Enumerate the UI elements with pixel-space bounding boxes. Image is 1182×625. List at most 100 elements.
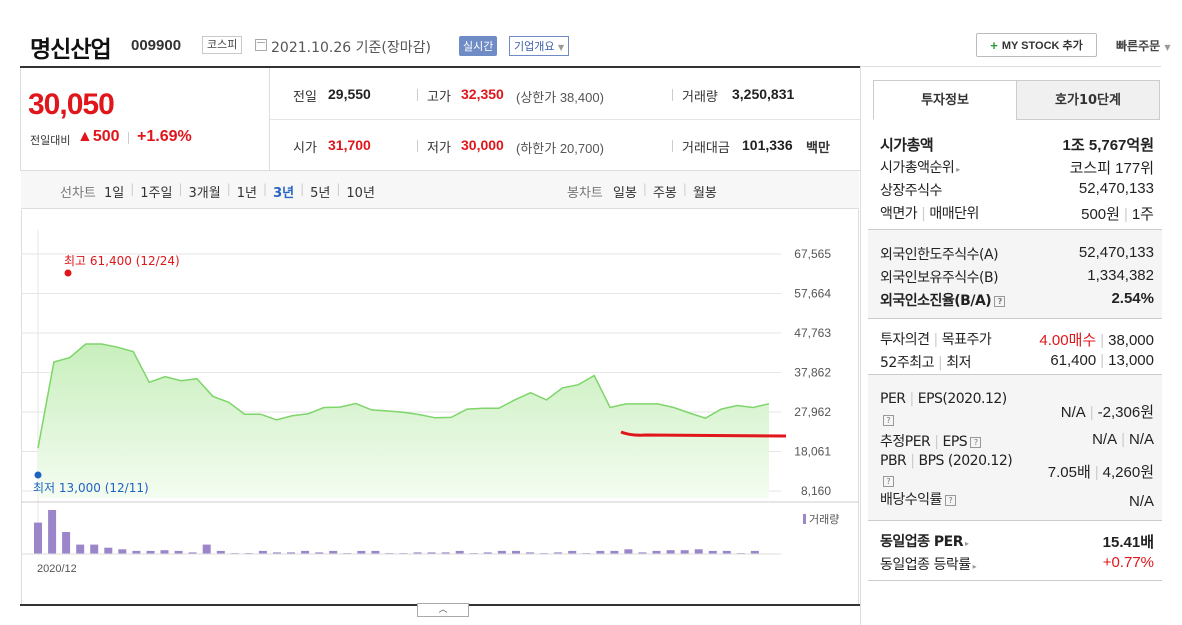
divider: | <box>226 182 231 196</box>
volume-bar <box>301 550 310 554</box>
divider: | <box>642 182 647 196</box>
price-line <box>37 343 770 449</box>
volume-bar <box>287 552 295 554</box>
volume-bar <box>624 549 633 554</box>
foreign-section: 외국인한도주식수(A) 52,470,133 외국인보유주식수(B) 1,334,3… <box>868 230 1162 318</box>
period-option-1[interactable]: 1주일 <box>140 186 173 201</box>
divider: | <box>300 182 305 196</box>
market-cap-rank-label[interactable]: 시가총액순위 ▸ <box>880 157 960 178</box>
opinion-target-label: 투자의견 | 목표주가 <box>880 329 992 350</box>
divider <box>868 229 1162 230</box>
par-unit-label: 액면가 | 매매단위 <box>880 203 979 224</box>
tab-orderbook[interactable]: 호가10단계 <box>1016 80 1160 120</box>
w52-value: 61,400 | 13,000 <box>1050 352 1154 372</box>
volume-legend-swatch <box>803 514 806 524</box>
market-cap-rank-text: 시가총액순위 <box>880 160 955 176</box>
candle-option-1[interactable]: 주봉 <box>652 186 677 201</box>
foreign-ratio-value: 2.54% <box>1111 290 1154 307</box>
period-option-6[interactable]: 10년 <box>346 186 375 201</box>
divider: | <box>1123 206 1128 223</box>
opinion-section: 투자의견 | 목표주가 4.00매수 | 38,000 52주최고 | 최저 61,400 | 13… <box>868 319 1162 374</box>
price-box <box>20 68 270 170</box>
volume-bar <box>554 552 563 554</box>
mystock-add-button[interactable]: + MY STOCK 추가 <box>976 33 1097 57</box>
max-marker <box>64 269 72 277</box>
stats-divider <box>20 170 860 171</box>
line-chart-label: 선차트 <box>60 186 96 201</box>
per-label: PER <box>880 391 906 407</box>
bps-label: BPS (2020.12) <box>918 453 1013 469</box>
divider <box>672 89 673 101</box>
change-value: ▲500 <box>77 128 120 145</box>
volume-bar <box>722 550 731 554</box>
sector-change-label[interactable]: 동일업종 등락률 ▸ <box>880 554 977 574</box>
market-cap-label: 시가총액 <box>880 136 934 154</box>
volume-legend-label: 거래량 <box>809 513 839 526</box>
arrow-right-icon: ▸ <box>972 562 977 571</box>
w52-label: 52주최고 | 최저 <box>880 352 971 372</box>
volume-bar <box>694 549 703 554</box>
trade-unit-value: 1주 <box>1131 206 1154 223</box>
per-value: N/A <box>1060 404 1086 421</box>
period-option-5[interactable]: 5년 <box>310 186 331 201</box>
high-value: 32,350 <box>461 86 504 102</box>
foreign-hold-label: 외국인보유주식수(B) <box>880 270 999 286</box>
volume-bar <box>146 550 155 554</box>
prev-close-value: 29,550 <box>328 86 371 102</box>
divider <box>417 89 418 101</box>
y-tick-label: 8,160 <box>801 484 831 498</box>
volume-bar <box>483 552 492 554</box>
realtime-badge[interactable]: 실시간 <box>459 36 498 56</box>
period-option-3[interactable]: 1년 <box>236 186 258 201</box>
arrow-right-icon: ▸ <box>956 165 960 174</box>
volume-bar <box>118 549 127 554</box>
volume-bar <box>512 550 520 554</box>
divider: | <box>1121 431 1125 448</box>
company-overview-button[interactable]: 기업개요 ▼ <box>509 36 570 56</box>
quick-order-button[interactable]: 빠른주문 ▼ <box>1116 37 1171 54</box>
y-tick-label: 27,962 <box>794 405 831 419</box>
opinion-value: 4.00매수 <box>1039 332 1097 349</box>
sector-change-text: 동일업종 등락률 <box>880 557 971 573</box>
divider: | <box>1094 464 1099 481</box>
sector-per-value: 15.41배 <box>1102 534 1154 551</box>
shares-value: 52,470,133 <box>1078 180 1154 197</box>
period-option-4[interactable]: 3년 <box>273 186 295 201</box>
y-tick-label: 37,862 <box>794 366 831 380</box>
amount-label: 거래대금 <box>682 141 730 156</box>
help-icon[interactable]: ? <box>883 415 894 426</box>
tab-invest-info[interactable]: 투자정보 <box>873 80 1017 120</box>
candle-period-list: 일봉 | 주봉 | 월봉 <box>613 182 717 201</box>
help-icon[interactable]: ? <box>944 494 956 506</box>
target-label: 목표주가 <box>941 332 992 348</box>
volume-bar <box>34 522 42 554</box>
candle-option-0[interactable]: 일봉 <box>613 186 637 201</box>
est-eps-text: EPS <box>942 434 968 450</box>
sector-section: 동일업종 PER ▸ 15.41배 동일업종 등락률 ▸ +0.77% <box>868 521 1162 581</box>
line-period-list: 1일 | 1주일 | 3개월 | 1년 | 3년 | 5년 | 10년 <box>104 182 375 201</box>
open-value: 31,700 <box>328 137 371 153</box>
period-option-2[interactable]: 3개월 <box>188 186 221 201</box>
divider <box>868 580 1162 581</box>
chart-toggle-button[interactable]: ︿ <box>417 603 469 617</box>
max-annotation: 최고 61,400 (12/24) <box>64 254 180 268</box>
divider <box>672 140 673 152</box>
low-value: 30,000 <box>461 137 504 153</box>
header-divider <box>20 66 860 68</box>
volume-bar <box>750 550 759 554</box>
pbr-bps-label: PBR | BPS (2020.12) <box>880 453 1013 474</box>
w52-low-label: 최저 <box>946 355 971 371</box>
help-icon[interactable]: ? <box>883 476 894 487</box>
y-tick-label: 18,061 <box>794 445 831 459</box>
help-icon[interactable]: ? <box>970 436 982 448</box>
help-icon[interactable]: ? <box>994 295 1006 307</box>
candle-option-2[interactable]: 월봉 <box>692 186 717 201</box>
candle-chart-label: 봉차트 <box>567 186 603 201</box>
divider: | <box>1100 352 1105 369</box>
volume-bar <box>526 552 534 554</box>
sector-per-label[interactable]: 동일업종 PER ▸ <box>880 531 969 552</box>
period-option-0[interactable]: 1일 <box>104 186 125 201</box>
amount-unit: 백만 <box>806 141 830 156</box>
volume-bar <box>132 550 141 554</box>
change-label: 전일대비 <box>30 134 71 147</box>
